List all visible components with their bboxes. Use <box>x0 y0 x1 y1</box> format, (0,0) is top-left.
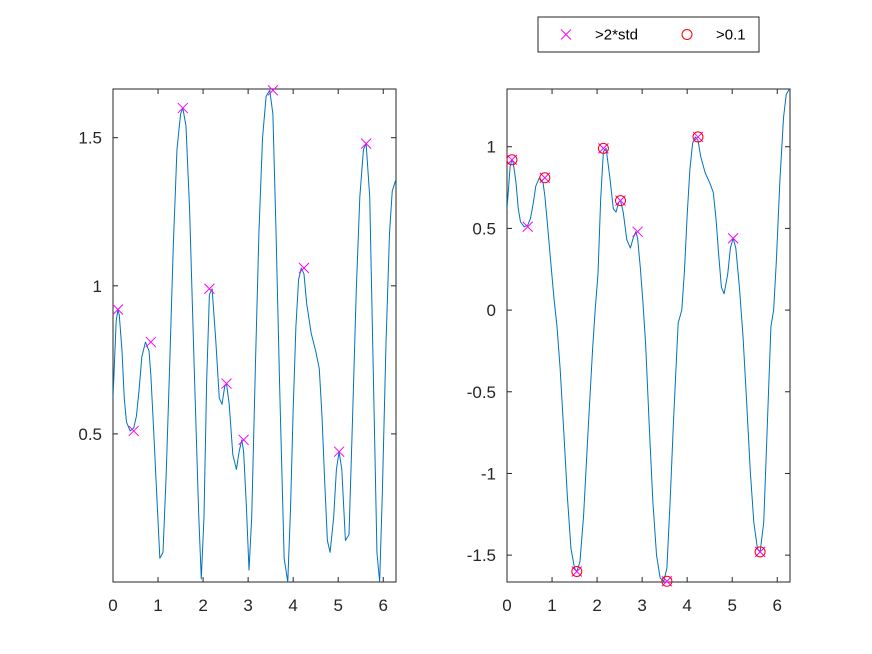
right-marker-o <box>615 195 627 207</box>
right-marker-o <box>754 546 766 558</box>
plot-right-panel: 0 1 2 3 4 5 6 -1.5 -1 -0.5 0 0.5 1 <box>467 88 791 615</box>
right-y-tick-label: 1 <box>487 138 496 157</box>
right-y-tick-label: -0.5 <box>467 383 496 402</box>
left-x-tick-label: 0 <box>108 596 117 615</box>
right-x-tick-label: 0 <box>502 596 511 615</box>
right-series-line <box>507 89 790 582</box>
left-x-tick-label: 6 <box>379 596 388 615</box>
left-x-tick-label: 4 <box>288 596 297 615</box>
left-y-tick-label: 1.5 <box>78 129 102 148</box>
right-marker-x <box>727 232 739 244</box>
left-marker-x <box>204 283 215 295</box>
left-marker-x <box>238 434 249 446</box>
right-x-tick-label: 6 <box>773 596 782 615</box>
right-marker-o <box>539 172 551 184</box>
left-marker-x <box>177 102 189 114</box>
right-x-tick-label: 5 <box>727 596 736 615</box>
left-x-tick-label: 3 <box>243 596 252 615</box>
left-marker-x <box>112 304 124 315</box>
legend-label: >0.1 <box>716 27 746 44</box>
left-marker-x <box>221 378 232 389</box>
left-y-tick-label: 0.5 <box>78 425 102 444</box>
legend-marker-x <box>560 29 572 40</box>
legend-label: >2*std <box>595 27 638 44</box>
right-x-tick-label: 2 <box>592 596 601 615</box>
right-x-tick-label: 3 <box>637 596 646 615</box>
right-y-tick-label: -1.5 <box>467 546 496 565</box>
right-marker-o <box>506 154 518 166</box>
right-marker-x <box>522 221 534 233</box>
left-marker-x <box>145 336 157 348</box>
legend-box <box>537 16 760 53</box>
right-marker-o <box>661 575 673 587</box>
plot-left-panel: 0 1 2 3 4 5 6 0.5 1 1.5 <box>78 84 397 615</box>
legend-marker-o <box>681 29 693 40</box>
right-marker-o <box>571 565 583 577</box>
right-y-tick-label: -1 <box>481 464 496 483</box>
left-marker-x <box>128 425 140 437</box>
right-y-tick-label: 0.5 <box>472 219 496 238</box>
right-x-tick-label: 4 <box>682 596 691 615</box>
left-marker-x <box>298 262 310 274</box>
left-y-tick-label: 1 <box>93 277 102 296</box>
right-marker-x <box>632 226 643 238</box>
left-x-tick-label: 2 <box>198 596 207 615</box>
left-x-tick-label: 5 <box>333 596 342 615</box>
left-marker-x <box>360 138 372 149</box>
right-x-tick-label: 1 <box>547 596 556 615</box>
right-y-tick-label: 0 <box>487 301 496 320</box>
right-marker-o <box>692 131 704 143</box>
left-marker-x <box>333 446 345 458</box>
right-axes-box <box>506 88 791 583</box>
left-axes-box <box>112 88 397 583</box>
left-x-tick-label: 1 <box>153 596 162 615</box>
legend: >2*std >0.1 <box>537 16 760 53</box>
left-series-line <box>113 89 396 582</box>
right-marker-o <box>597 142 609 154</box>
left-marker-x <box>267 84 279 96</box>
